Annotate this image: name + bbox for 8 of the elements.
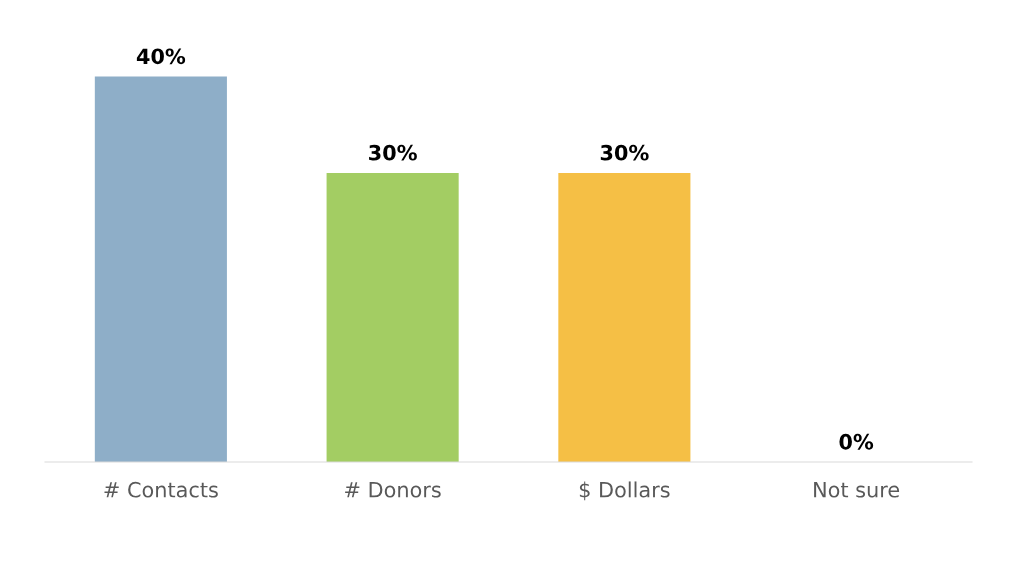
x-tick-label: $ Dollars bbox=[579, 481, 670, 501]
x-tick-label: # Contacts bbox=[104, 481, 218, 498]
x-tick-label: # Donors bbox=[345, 482, 441, 498]
x-tick-label: Not sure bbox=[814, 482, 900, 498]
data-label: 40% bbox=[136, 48, 186, 65]
data-label: 30% bbox=[600, 144, 649, 161]
data-label: 30% bbox=[369, 144, 417, 161]
data-label: 0% bbox=[839, 433, 874, 450]
